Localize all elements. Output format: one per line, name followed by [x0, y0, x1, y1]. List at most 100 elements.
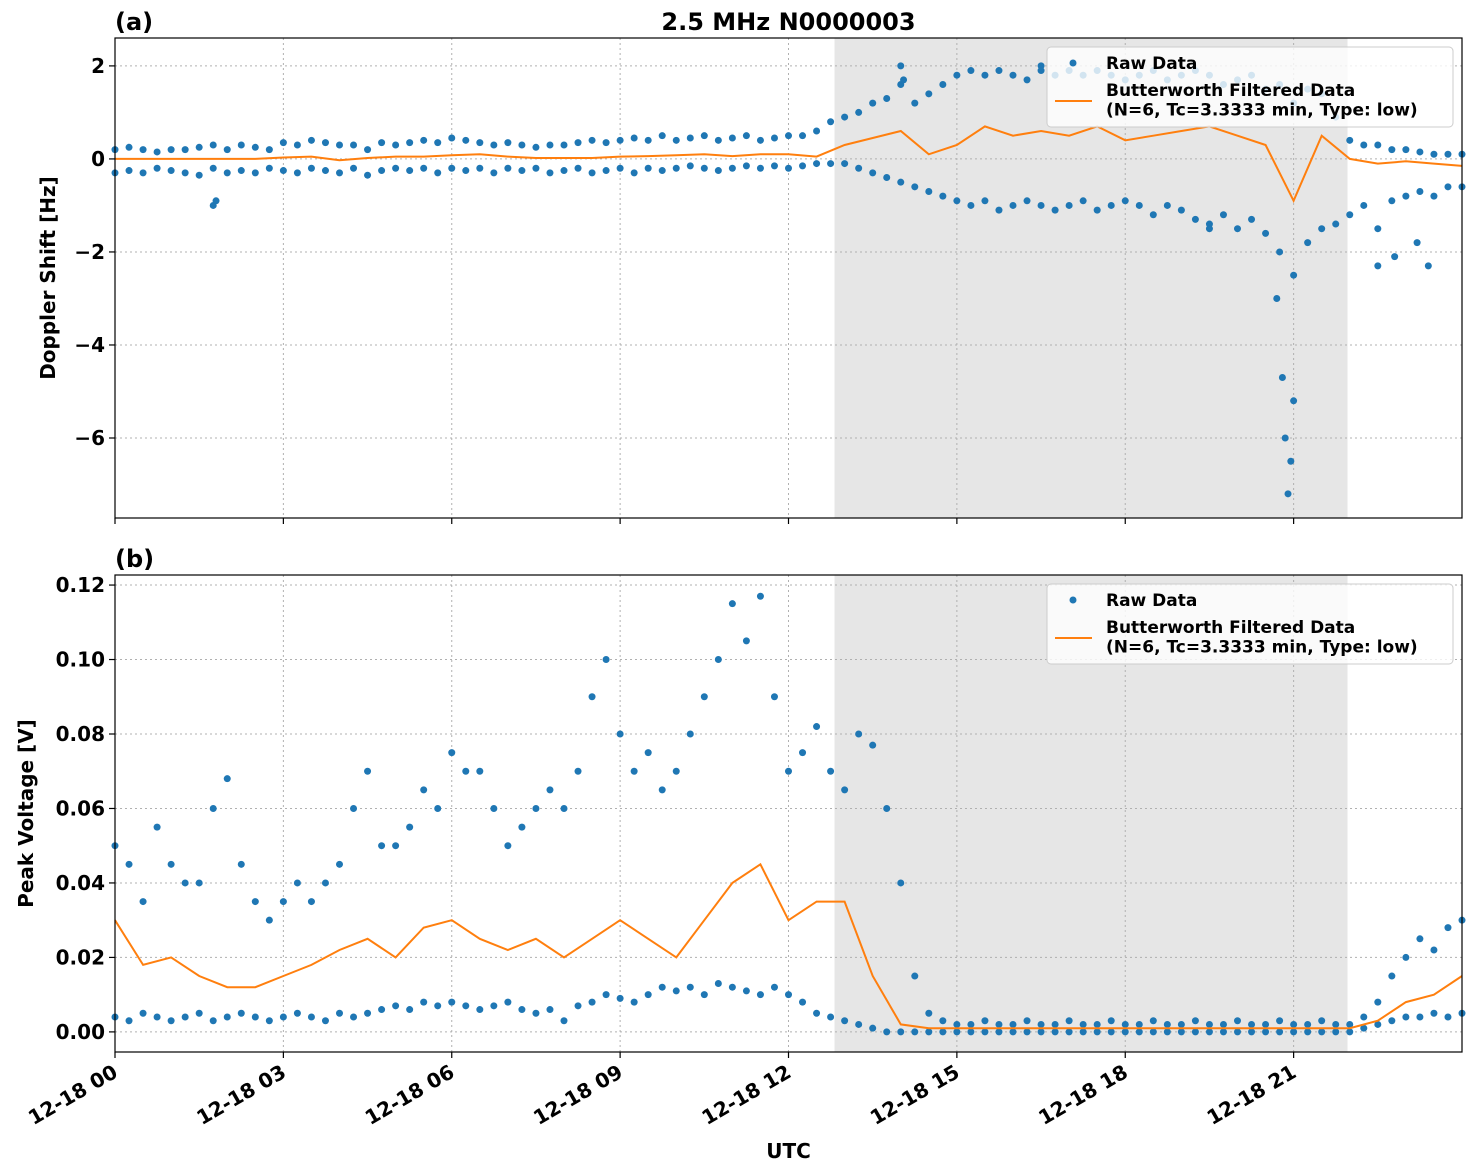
- raw-data-point: [195, 143, 203, 151]
- raw-data-point: [911, 183, 919, 191]
- raw-data-point: [700, 991, 708, 999]
- raw-data-point: [911, 972, 919, 980]
- raw-data-point: [883, 94, 891, 102]
- raw-data-point: [420, 164, 428, 172]
- raw-data-point: [686, 983, 694, 991]
- raw-data-point: [1346, 1020, 1354, 1028]
- raw-data-point: [504, 842, 512, 850]
- raw-data-point: [1177, 1028, 1185, 1036]
- raw-data-point: [1107, 1017, 1115, 1025]
- raw-data-point: [1281, 434, 1289, 442]
- raw-data-point: [279, 898, 287, 906]
- raw-data-point: [1065, 1017, 1073, 1025]
- raw-data-point: [1107, 1028, 1115, 1036]
- raw-data-point: [293, 879, 301, 887]
- raw-data-point: [869, 741, 877, 749]
- raw-data-point: [420, 136, 428, 144]
- raw-data-point: [1360, 1024, 1368, 1032]
- raw-data-point: [785, 991, 792, 999]
- raw-data-point: [181, 879, 189, 887]
- raw-data-point: [1093, 1020, 1101, 1028]
- raw-data-point: [392, 141, 400, 149]
- raw-data-point: [714, 979, 722, 987]
- raw-data-point: [237, 141, 245, 149]
- raw-data-point: [307, 898, 315, 906]
- raw-data-point: [967, 67, 975, 75]
- raw-data-point: [1205, 1020, 1213, 1028]
- x-tick-label: 12-18 12: [697, 1060, 795, 1130]
- raw-data-point: [462, 136, 470, 144]
- raw-data-point: [420, 786, 428, 794]
- raw-data-point: [855, 164, 863, 172]
- raw-data-point: [251, 169, 259, 177]
- raw-data-point: [251, 1013, 259, 1021]
- raw-data-point: [1402, 1013, 1410, 1021]
- y-tick-label: −4: [74, 333, 105, 357]
- raw-data-point: [1234, 1028, 1241, 1036]
- legend-marker: [1069, 59, 1077, 67]
- raw-data-point: [1444, 183, 1452, 191]
- raw-data-point: [799, 998, 807, 1006]
- raw-data-point: [616, 136, 624, 144]
- raw-data-point: [167, 860, 175, 868]
- raw-data-point: [1346, 211, 1354, 219]
- raw-data-point: [265, 146, 273, 154]
- raw-data-point: [700, 132, 708, 140]
- raw-data-point: [616, 730, 624, 738]
- raw-data-point: [336, 1009, 343, 1017]
- raw-data-point: [883, 1028, 891, 1036]
- raw-data-point: [1430, 150, 1438, 158]
- raw-data-point: [125, 860, 133, 868]
- raw-data-point: [644, 164, 652, 172]
- raw-data-point: [686, 730, 694, 738]
- raw-data-point: [1332, 1020, 1340, 1028]
- raw-data-point: [1149, 211, 1157, 219]
- x-tick-label: 12-18 15: [866, 1060, 964, 1130]
- x-tick-label: 12-18 00: [24, 1060, 122, 1130]
- raw-data-point: [1374, 225, 1382, 233]
- raw-data-point: [756, 592, 764, 600]
- raw-data-point: [1360, 141, 1368, 149]
- raw-data-point: [1121, 1028, 1129, 1036]
- raw-data-point: [1037, 201, 1045, 209]
- axes-frame: [114, 37, 1463, 519]
- raw-data-point: [672, 136, 680, 144]
- raw-data-point: [1121, 197, 1129, 205]
- raw-data-point: [1037, 62, 1045, 70]
- raw-data-point: [1444, 924, 1452, 932]
- filtered-line: [115, 125, 1463, 204]
- panel: −6 −4 −2 0 2 (a) 2.5 MHz N0000003 Doppler Shift…: [36, 8, 1466, 524]
- raw-data-point: [1248, 215, 1256, 223]
- y-tick-label: 0: [91, 147, 105, 171]
- raw-data-point: [490, 169, 498, 177]
- legend-label: Raw Data: [1106, 54, 1197, 74]
- raw-data-point: [1402, 146, 1410, 154]
- raw-data-point: [813, 160, 821, 168]
- raw-data-point: [1276, 1017, 1284, 1025]
- raw-data-point: [1121, 1020, 1129, 1028]
- raw-data-point: [1219, 1020, 1227, 1028]
- raw-data-point: [364, 767, 372, 775]
- raw-data-point: [378, 1006, 386, 1014]
- raw-data-point: [1374, 141, 1382, 149]
- raw-data-point: [195, 1009, 203, 1017]
- raw-data-point: [1374, 998, 1382, 1006]
- raw-data-point: [897, 62, 905, 70]
- raw-data-point: [728, 164, 736, 172]
- raw-data-point: [897, 1028, 905, 1036]
- raw-data-point: [742, 132, 750, 140]
- raw-data-point: [1388, 146, 1396, 154]
- raw-data-point: [813, 127, 821, 135]
- raw-data-point: [1177, 206, 1185, 214]
- y-tick-label: 0.12: [56, 573, 105, 597]
- raw-data-point: [476, 1006, 484, 1014]
- raw-data-point: [1430, 946, 1438, 954]
- raw-data-point: [1413, 239, 1421, 247]
- raw-data-point: [1107, 201, 1115, 209]
- raw-data-point: [1248, 1028, 1256, 1036]
- raw-data-point: [1191, 215, 1199, 223]
- raw-data-point: [560, 141, 568, 149]
- raw-data-point: [981, 197, 989, 205]
- raw-data-point: [307, 164, 315, 172]
- raw-data-point: [1374, 262, 1382, 270]
